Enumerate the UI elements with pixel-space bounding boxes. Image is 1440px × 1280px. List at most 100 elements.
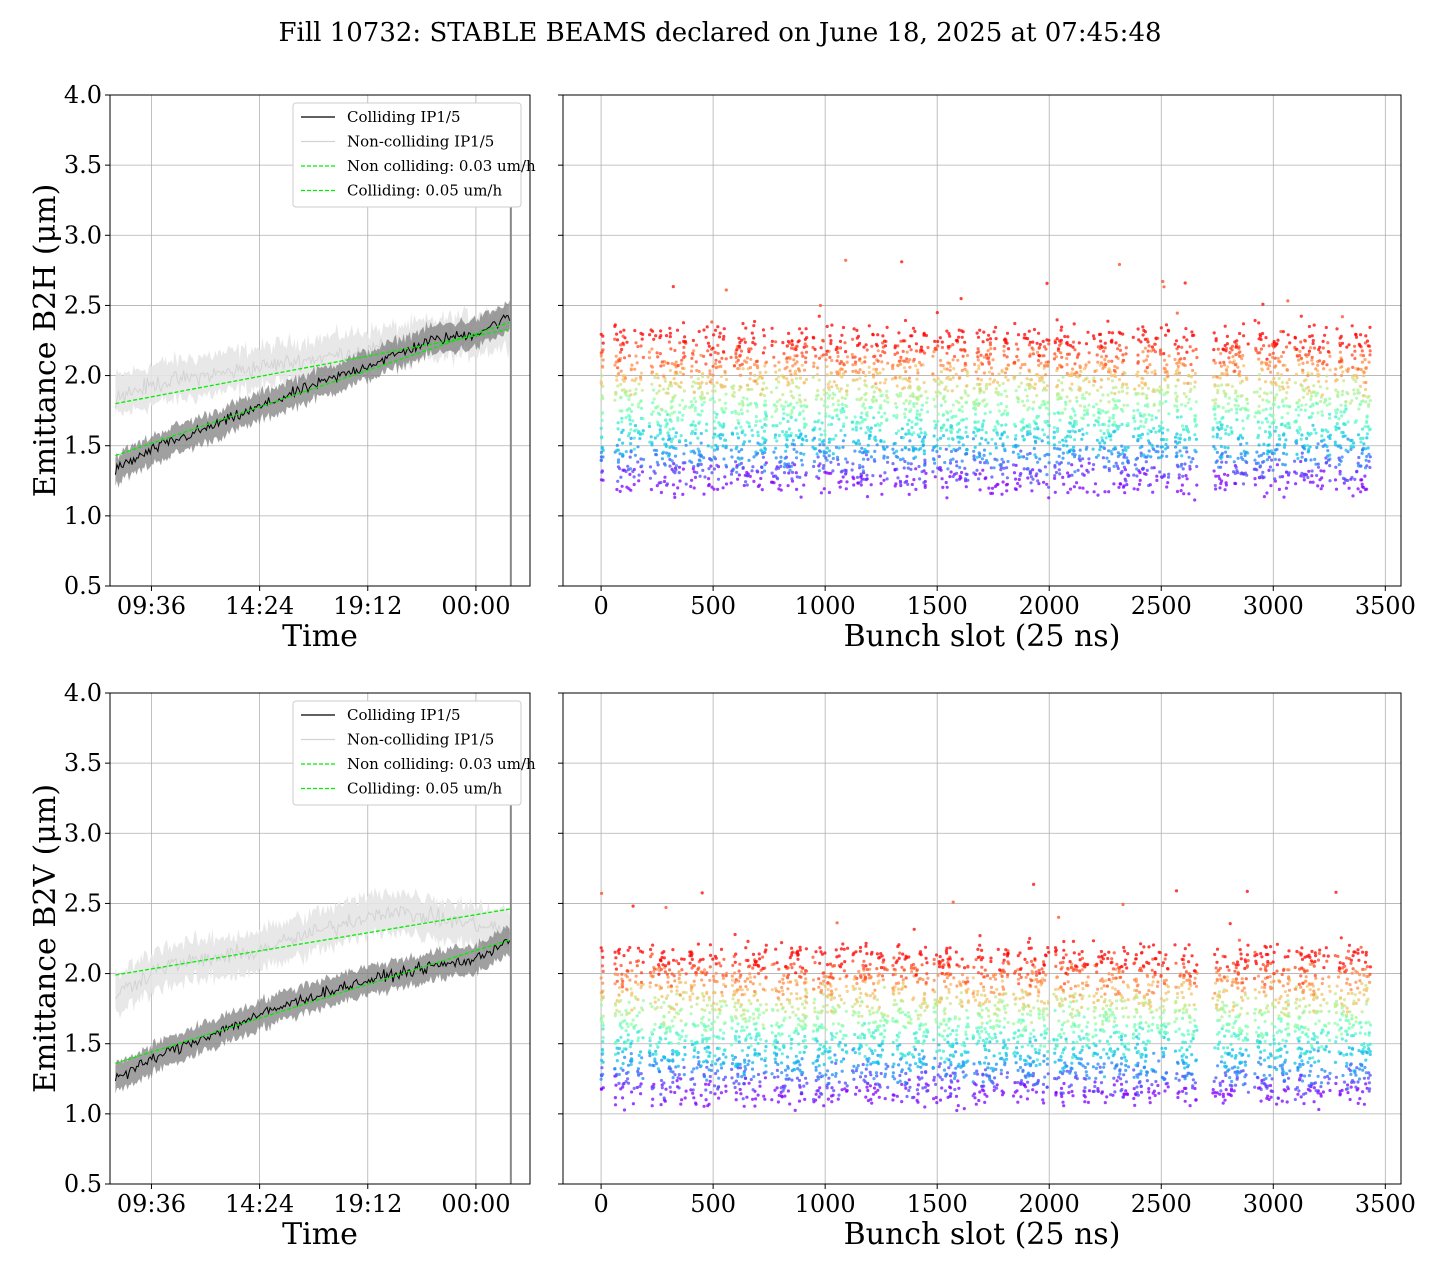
bunch-point [656,376,660,380]
bunch-point [627,354,632,358]
bunch-point [910,482,914,487]
bunch-point [990,372,995,376]
bunch-point [1257,404,1261,408]
bunch-point [720,990,724,995]
bunch-point [764,1045,768,1049]
bunch-point [665,482,670,486]
bunch-point [1322,367,1326,371]
bunch-point [1193,414,1197,418]
bunch-point [1070,463,1074,467]
bunch-point [1333,443,1338,447]
bunch-point [721,973,725,978]
bunch-point [1091,405,1096,409]
bunch-point [1311,341,1315,346]
bunch-point [1085,412,1090,416]
bunch-point [1075,399,1079,403]
bunch-point [656,1045,660,1049]
bunch-point [861,404,865,408]
bunch-point [708,1036,712,1040]
bunch-point [986,441,990,445]
bunch-point [896,344,900,348]
bunch-point [865,414,869,418]
bunch-point [621,1061,625,1066]
bunch-point [872,395,876,399]
bunch-point [1232,460,1236,464]
bunch-point [746,987,750,992]
bunch-point [1167,412,1171,416]
bunch-point [1273,477,1277,481]
bunch-point [700,380,704,385]
bunch-point [1164,323,1169,327]
bunch-point [649,955,653,959]
bunch-point [705,325,709,329]
bunch-point [721,337,726,341]
bunch-point [845,393,849,397]
bunch-point [1350,324,1354,328]
bunch-point [673,348,677,353]
bunch-point [747,999,751,1003]
bunch-point [668,335,672,339]
bunch-point [1349,438,1353,443]
bunch-point [972,457,976,461]
bunch-point [730,974,734,978]
bunch-point [759,1037,763,1041]
bunch-point [944,385,948,389]
bunch-point [711,364,715,368]
bunch-point [1214,339,1218,343]
bunch-point [721,433,725,437]
bunch-point [764,1039,768,1043]
bunch-point [874,382,878,386]
bunch-point [629,488,633,492]
bunch-point [636,946,641,950]
bunch-point [682,406,686,411]
bunch-point [619,369,623,373]
bunch-point [1099,445,1103,449]
bunch-point [702,396,707,400]
bunch-point [1098,448,1102,452]
bunch-point [690,1070,694,1074]
bunch-point [664,1037,668,1041]
bunch-point [1311,362,1315,366]
bunch-point [679,1077,683,1081]
bunch-point [866,425,870,429]
bunch-point [1036,479,1040,483]
bunch-point [632,447,637,451]
bunch-point [827,454,831,458]
bunch-point [732,989,736,994]
bunch-point [1279,329,1283,334]
y-tick-label: 1.5 [64,1030,102,1058]
bunch-point [1061,388,1065,392]
bunch-point [601,955,605,959]
bunch-point [1236,365,1240,369]
bunch-point [1310,474,1314,478]
bunch-point [1122,358,1126,363]
bunch-point [1003,409,1007,413]
bunch-point [1115,464,1119,468]
bunch-point [1277,458,1281,462]
bunch-point [1043,454,1047,458]
bunch-point [658,1036,662,1040]
bunch-point [835,414,839,418]
bunch-point [672,363,677,367]
bunch-point [1301,361,1305,365]
bunch-point [1030,489,1034,493]
bunch-point [883,471,887,475]
bunch-point [925,401,929,405]
bunch-point [652,397,656,401]
bunch-point [620,416,624,420]
bunch-point [1293,459,1297,463]
bunch-point [1018,371,1022,375]
bunch-point [616,421,620,425]
bunch-point [1277,376,1281,381]
bunch-point [1174,445,1178,449]
bunch-point [730,455,734,459]
bunch-point [717,1046,721,1051]
bunch-point [1156,456,1161,460]
bunch-point [1235,418,1239,422]
bunch-point [802,404,806,408]
bunch-point [839,408,843,412]
bunch-point [974,420,978,424]
bunch-point [1245,441,1249,445]
bunch-point [1078,373,1082,377]
bunch-point [1060,325,1064,329]
